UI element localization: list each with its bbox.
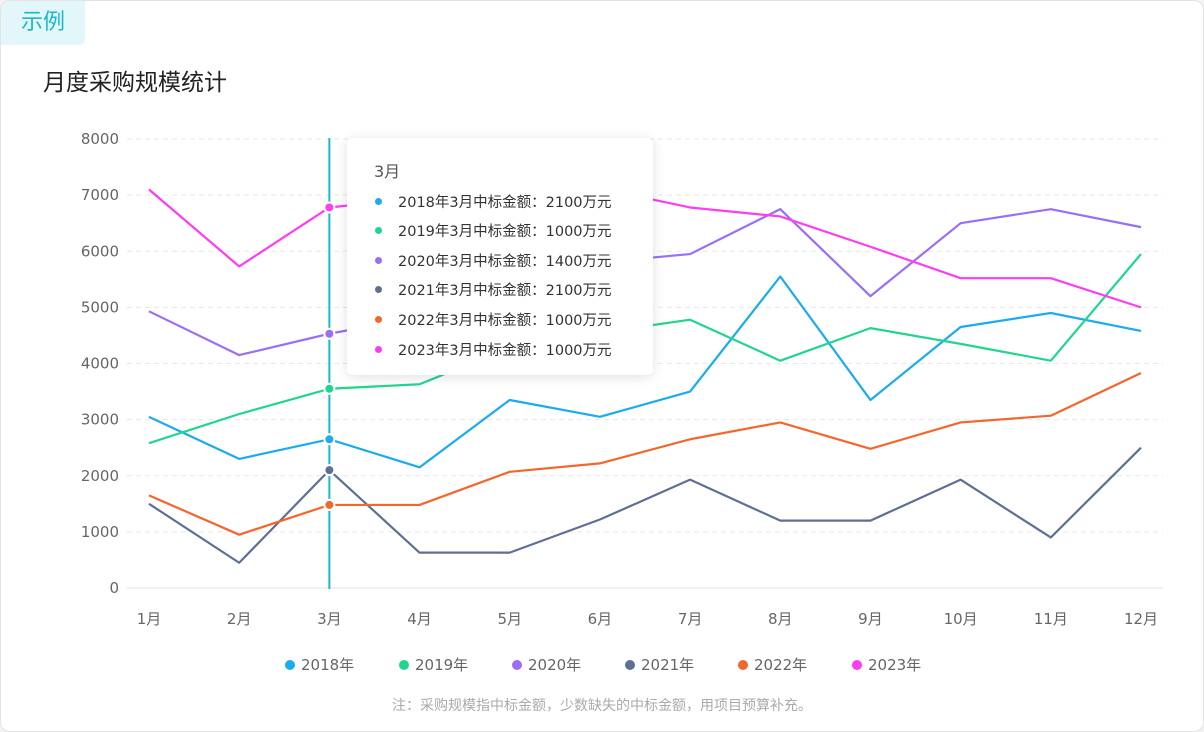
tooltip-row-text: 2023年3月中标金额：1000万元 <box>398 342 612 359</box>
x-tick-label: 1月 <box>137 610 162 628</box>
series-line-2018年 <box>148 275 1142 469</box>
tooltip-row-text: 2022年3月中标金额：1000万元 <box>398 312 612 329</box>
x-tick-label: 3月 <box>317 610 342 628</box>
tooltip-row-text: 2019年3月中标金额：1000万元 <box>398 224 612 241</box>
tooltip-row: 2022年3月中标金额：1000万元 <box>375 308 612 330</box>
y-tick-label: 6000 <box>81 242 119 260</box>
legend-item[interactable]: 2020年 <box>512 656 581 674</box>
x-tick-label: 10月 <box>944 610 978 628</box>
x-tick-label: 12月 <box>1124 610 1158 628</box>
y-tick-label: 2000 <box>81 467 119 485</box>
tooltip: 3月 2018年3月中标金额：2100万元 2019年3月中标金额：1000万元 2… <box>347 138 653 375</box>
tooltip-dot-icon <box>375 286 382 294</box>
series-line-2022年 <box>148 372 1142 536</box>
chart-title: 月度采购规模统计 <box>43 70 227 96</box>
tooltip-title: 3月 <box>374 162 401 181</box>
tooltip-row: 2021年3月中标金额：2100万元 <box>375 279 612 301</box>
tooltip-dot-icon <box>375 227 382 235</box>
legend-marker <box>399 660 409 670</box>
x-tick-label: 5月 <box>497 610 522 628</box>
tooltip-dot-icon <box>375 345 382 353</box>
y-tick-label: 7000 <box>81 186 119 204</box>
legend-label: 2018年 <box>301 656 354 674</box>
highlight-point <box>323 498 336 511</box>
legend-label: 2021年 <box>641 656 694 674</box>
legend-item[interactable]: 2018年 <box>285 656 354 674</box>
legend-marker <box>625 660 635 670</box>
y-tick-label: 4000 <box>81 355 119 373</box>
tooltip-row-text: 2018年3月中标金额：2100万元 <box>398 194 612 211</box>
x-tick-label: 11月 <box>1034 610 1068 628</box>
x-tick-label: 6月 <box>588 610 613 628</box>
legend-item[interactable]: 2019年 <box>399 656 468 674</box>
x-tick-label: 2月 <box>227 610 252 628</box>
legend-marker <box>285 660 295 670</box>
legend-label: 2022年 <box>754 656 807 674</box>
legend-marker <box>512 660 522 670</box>
x-tick-label: 4月 <box>407 610 432 628</box>
x-tick-label: 9月 <box>858 610 883 628</box>
y-tick-label: 3000 <box>81 411 119 429</box>
y-tick-label: 5000 <box>81 298 119 316</box>
legend-item[interactable]: 2023年 <box>852 656 921 674</box>
tooltip-row: 2018年3月中标金额：2100万元 <box>375 190 612 212</box>
x-tick-label: 7月 <box>678 610 703 628</box>
legend-layer: 2018年 2019年 2020年 2021年 2022年 2023年 <box>285 656 921 674</box>
tooltip-dot-icon <box>375 256 382 264</box>
tooltip-dot-icon <box>375 315 382 323</box>
y-tick-label: 1000 <box>81 523 119 541</box>
highlight-point <box>323 433 336 446</box>
tooltip-row: 2020年3月中标金额：1400万元 <box>375 249 612 271</box>
highlight-point <box>323 201 336 214</box>
footnote: 注：采购规模指中标金额，少数缺失的中标金额，用项目预算补充。 <box>392 698 812 714</box>
axis-layer: 0 1000 2000 3000 4000 5000 6000 7000 8000 1月 2月 3月 4… <box>81 130 1158 628</box>
tooltip-row-text: 2021年3月中标金额：2100万元 <box>398 283 612 300</box>
legend-label: 2023年 <box>868 656 921 674</box>
tooltip-dot-icon <box>375 197 382 205</box>
y-tick-label: 8000 <box>81 130 119 148</box>
example-tag: 示例 <box>1 1 85 45</box>
legend-marker <box>852 660 862 670</box>
legend-label: 2020年 <box>528 656 581 674</box>
legend-label: 2019年 <box>415 656 468 674</box>
x-tick-label: 8月 <box>768 610 793 628</box>
legend-marker <box>738 660 748 670</box>
y-tick-label: 0 <box>109 579 119 597</box>
highlight-point <box>323 327 336 340</box>
legend-item[interactable]: 2022年 <box>738 656 807 674</box>
tooltip-row: 2019年3月中标金额：1000万元 <box>375 220 612 242</box>
tooltip-row-text: 2020年3月中标金额：1400万元 <box>398 253 612 270</box>
highlight-point <box>323 382 336 395</box>
tooltip-row: 2023年3月中标金额：1000万元 <box>375 338 612 360</box>
legend-item[interactable]: 2021年 <box>625 656 694 674</box>
highlight-point <box>323 464 336 477</box>
series-line-2021年 <box>148 446 1142 564</box>
